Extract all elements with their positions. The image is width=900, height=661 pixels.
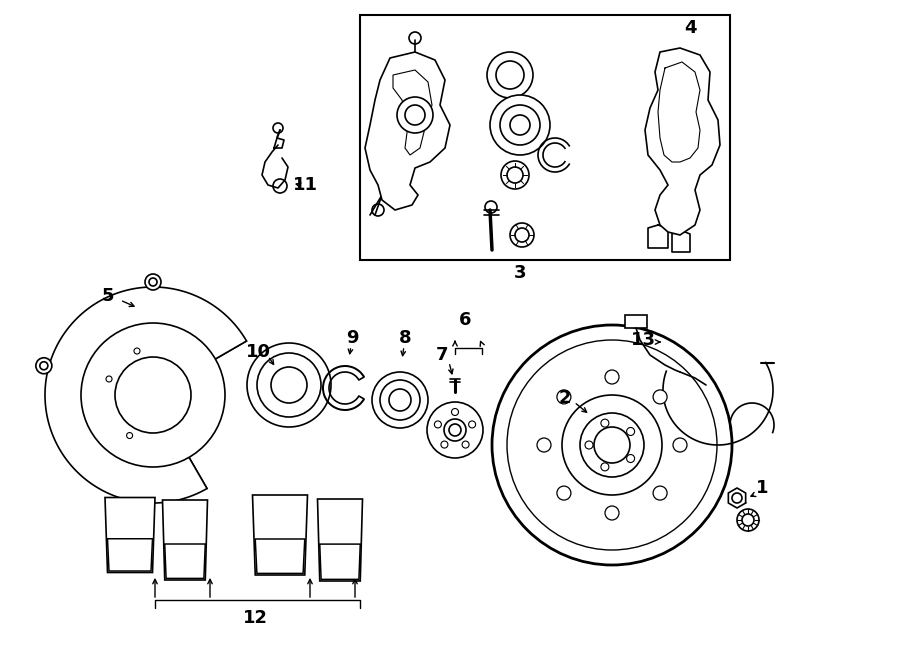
Polygon shape xyxy=(645,48,720,235)
Text: 12: 12 xyxy=(242,609,267,627)
Circle shape xyxy=(626,428,634,436)
Circle shape xyxy=(145,274,161,290)
Circle shape xyxy=(149,278,157,286)
Polygon shape xyxy=(393,70,432,155)
Circle shape xyxy=(653,390,667,404)
Circle shape xyxy=(81,323,225,467)
Text: 5: 5 xyxy=(102,287,114,305)
Text: 9: 9 xyxy=(346,329,358,347)
Polygon shape xyxy=(105,498,155,572)
Circle shape xyxy=(40,362,48,369)
Circle shape xyxy=(601,463,609,471)
Text: 10: 10 xyxy=(246,343,271,361)
Circle shape xyxy=(405,105,425,125)
Circle shape xyxy=(449,424,461,436)
Text: 6: 6 xyxy=(459,311,472,329)
Text: 3: 3 xyxy=(514,264,526,282)
Circle shape xyxy=(427,402,483,458)
Circle shape xyxy=(271,367,307,403)
Polygon shape xyxy=(107,539,152,571)
Circle shape xyxy=(507,167,523,183)
Circle shape xyxy=(585,441,593,449)
Circle shape xyxy=(594,427,630,463)
Circle shape xyxy=(435,421,441,428)
Polygon shape xyxy=(320,544,360,579)
Bar xyxy=(360,15,730,260)
Polygon shape xyxy=(165,544,205,578)
Circle shape xyxy=(441,441,448,448)
Circle shape xyxy=(115,357,191,433)
Circle shape xyxy=(580,413,644,477)
Polygon shape xyxy=(256,539,305,573)
Polygon shape xyxy=(365,52,450,210)
Circle shape xyxy=(496,61,524,89)
Circle shape xyxy=(257,353,321,417)
Polygon shape xyxy=(163,500,208,580)
Circle shape xyxy=(510,115,530,135)
Circle shape xyxy=(537,438,551,452)
Circle shape xyxy=(562,395,662,495)
Text: 4: 4 xyxy=(684,19,697,37)
Circle shape xyxy=(462,441,469,448)
Text: 8: 8 xyxy=(399,329,411,347)
Circle shape xyxy=(501,161,529,189)
Circle shape xyxy=(372,372,428,428)
Circle shape xyxy=(742,514,754,526)
Circle shape xyxy=(380,380,420,420)
Circle shape xyxy=(605,370,619,384)
Circle shape xyxy=(507,340,717,550)
Circle shape xyxy=(626,455,634,463)
Circle shape xyxy=(732,493,742,503)
Circle shape xyxy=(247,343,331,427)
Text: 11: 11 xyxy=(292,176,318,194)
Text: 7: 7 xyxy=(436,346,448,364)
Circle shape xyxy=(397,97,433,133)
Polygon shape xyxy=(45,287,247,503)
Bar xyxy=(625,315,647,328)
Polygon shape xyxy=(318,499,363,581)
Circle shape xyxy=(36,358,52,373)
Circle shape xyxy=(487,52,533,98)
Circle shape xyxy=(444,419,466,441)
Text: 13: 13 xyxy=(631,331,655,349)
Polygon shape xyxy=(253,495,308,575)
Circle shape xyxy=(601,419,609,427)
Circle shape xyxy=(557,390,571,404)
Circle shape xyxy=(492,325,732,565)
Circle shape xyxy=(490,95,550,155)
Circle shape xyxy=(737,509,759,531)
Circle shape xyxy=(389,389,411,411)
Text: 1: 1 xyxy=(756,479,769,497)
Circle shape xyxy=(653,486,667,500)
Circle shape xyxy=(605,506,619,520)
Circle shape xyxy=(452,408,458,416)
Circle shape xyxy=(469,421,475,428)
Circle shape xyxy=(557,486,571,500)
Circle shape xyxy=(673,438,687,452)
Text: 2: 2 xyxy=(559,389,572,407)
Circle shape xyxy=(500,105,540,145)
